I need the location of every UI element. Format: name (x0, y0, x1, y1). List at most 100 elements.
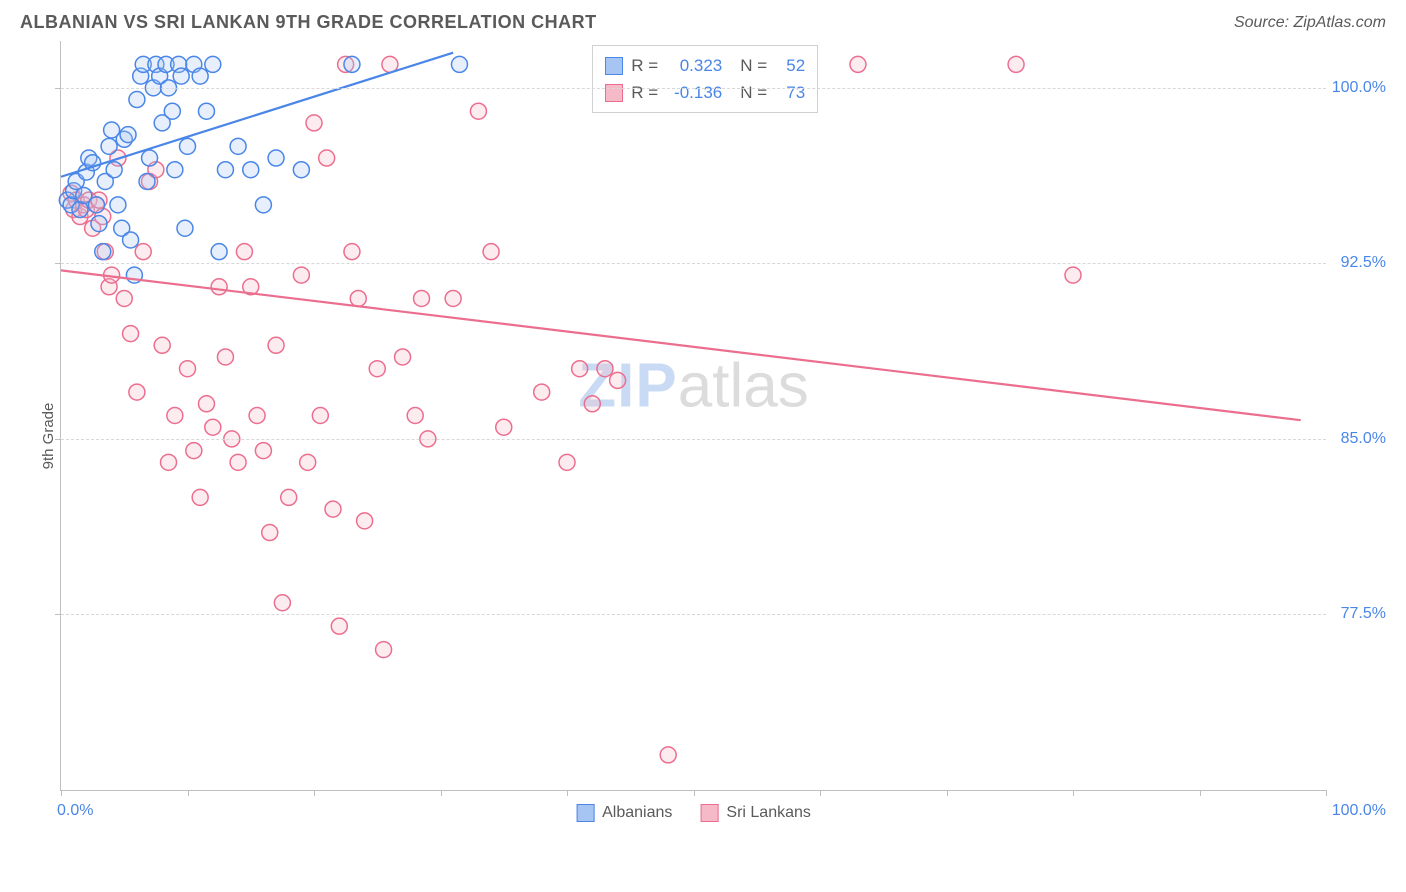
chart-title: ALBANIAN VS SRI LANKAN 9TH GRADE CORRELA… (20, 12, 597, 33)
x-axis-start-label: 0.0% (57, 802, 93, 820)
stats-row-srilankans: R = -0.136 N = 73 (605, 79, 805, 106)
stat-r-albanians: 0.323 (666, 52, 722, 79)
legend-label-srilankans: Sri Lankans (726, 804, 811, 822)
stat-n-label-2: N = (740, 79, 767, 106)
data-point (211, 244, 227, 260)
x-tick (1326, 790, 1327, 796)
data-point (376, 642, 392, 658)
data-point (414, 290, 430, 306)
data-point (319, 150, 335, 166)
x-tick (820, 790, 821, 796)
data-point (262, 525, 278, 541)
stat-n-albanians: 52 (775, 52, 805, 79)
data-point (120, 127, 136, 143)
stat-n-srilankans: 73 (775, 79, 805, 106)
data-point (255, 443, 271, 459)
data-point (331, 618, 347, 634)
data-point (255, 197, 271, 213)
data-point (572, 361, 588, 377)
y-tick (55, 614, 61, 615)
legend-item-srilankans: Sri Lankans (700, 804, 811, 822)
data-point (217, 349, 233, 365)
x-tick (441, 790, 442, 796)
data-point (91, 216, 107, 232)
legend: Albanians Sri Lankans (576, 804, 811, 822)
data-point (344, 244, 360, 260)
swatch-albanians (605, 57, 623, 75)
data-point (445, 290, 461, 306)
data-point (142, 150, 158, 166)
data-point (167, 162, 183, 178)
stat-r-label-2: R = (631, 79, 658, 106)
data-point (274, 595, 290, 611)
data-point (192, 489, 208, 505)
data-point (205, 56, 221, 72)
y-axis-label: 77.5% (1341, 605, 1386, 623)
y-axis-label: 100.0% (1332, 79, 1386, 97)
data-point (559, 454, 575, 470)
data-point (198, 103, 214, 119)
data-point (139, 173, 155, 189)
y-tick (55, 263, 61, 264)
data-point (180, 361, 196, 377)
source-attribution: Source: ZipAtlas.com (1234, 14, 1386, 32)
legend-item-albanians: Albanians (576, 804, 672, 822)
x-tick (314, 790, 315, 796)
data-point (350, 290, 366, 306)
data-point (407, 408, 423, 424)
data-point (306, 115, 322, 131)
gridline (61, 439, 1326, 440)
data-point (135, 244, 151, 260)
data-point (101, 138, 117, 154)
x-tick (694, 790, 695, 796)
data-point (95, 244, 111, 260)
data-point (129, 92, 145, 108)
y-tick (55, 88, 61, 89)
data-point (180, 138, 196, 154)
data-point (369, 361, 385, 377)
data-point (129, 384, 145, 400)
data-point (211, 279, 227, 295)
data-point (584, 396, 600, 412)
y-axis-label: 92.5% (1341, 254, 1386, 272)
data-point (177, 220, 193, 236)
data-point (110, 197, 126, 213)
legend-label-albanians: Albanians (602, 804, 672, 822)
gridline (61, 614, 1326, 615)
data-point (534, 384, 550, 400)
y-tick (55, 439, 61, 440)
data-point (186, 443, 202, 459)
stat-n-label: N = (740, 52, 767, 79)
data-point (395, 349, 411, 365)
data-point (850, 56, 866, 72)
data-point (357, 513, 373, 529)
x-tick (947, 790, 948, 796)
x-tick (188, 790, 189, 796)
plot-area: ZIPatlas R = 0.323 N = 52 R = -0.136 N =… (60, 41, 1326, 791)
data-point (312, 408, 328, 424)
data-point (1065, 267, 1081, 283)
y-axis-label: 85.0% (1341, 430, 1386, 448)
data-point (281, 489, 297, 505)
data-point (236, 244, 252, 260)
data-point (293, 267, 309, 283)
x-tick (61, 790, 62, 796)
data-point (597, 361, 613, 377)
chart-container: 9th Grade ZIPatlas R = 0.323 N = 52 R = … (60, 41, 1386, 831)
stats-row-albanians: R = 0.323 N = 52 (605, 52, 805, 79)
data-point (173, 68, 189, 84)
data-point (164, 103, 180, 119)
data-point (116, 290, 132, 306)
data-point (154, 337, 170, 353)
swatch-srilankans (605, 84, 623, 102)
legend-swatch-srilankans (700, 804, 718, 822)
x-axis-end-label: 100.0% (1332, 802, 1386, 820)
data-point (217, 162, 233, 178)
data-point (483, 244, 499, 260)
data-point (344, 56, 360, 72)
data-point (230, 138, 246, 154)
x-tick (567, 790, 568, 796)
data-point (496, 419, 512, 435)
data-point (300, 454, 316, 470)
y-axis-title: 9th Grade (40, 403, 57, 470)
